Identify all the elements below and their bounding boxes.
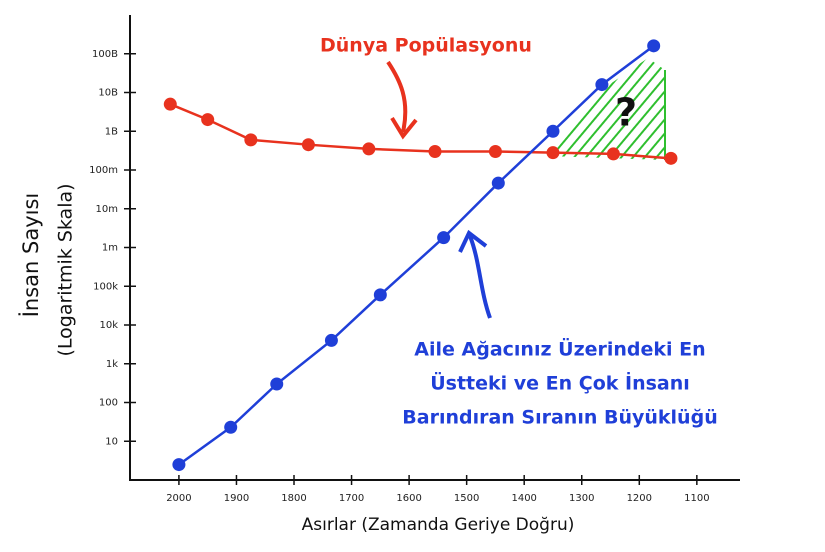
y-axis-label: İnsan Sayısı bbox=[18, 193, 43, 318]
y-tick-label: 10k bbox=[99, 320, 118, 331]
x-axis-label: Asırlar (Zamanda Geriye Doğru) bbox=[302, 515, 575, 535]
data-point bbox=[224, 420, 238, 434]
ancestors-arrow bbox=[468, 235, 492, 319]
y-tick-label: 10 bbox=[105, 436, 118, 447]
population-arrow bbox=[386, 60, 408, 133]
x-tick-label: 2000 bbox=[166, 493, 191, 504]
y-tick-label: 100m bbox=[89, 165, 118, 176]
ancestors-label: Aile Ağacınız Üzerindeki En bbox=[414, 337, 705, 361]
ancestors-arrowhead bbox=[458, 229, 488, 253]
question-mark: ? bbox=[615, 91, 637, 135]
data-point bbox=[491, 176, 505, 190]
y-tick-label: 100k bbox=[93, 281, 118, 292]
hatched-region bbox=[548, 58, 665, 160]
data-point bbox=[201, 113, 215, 127]
x-tick-label: 1100 bbox=[684, 493, 709, 504]
data-point bbox=[546, 124, 560, 138]
population-label: Dünya Popülasyonu bbox=[320, 35, 532, 57]
x-tick-label: 1800 bbox=[281, 493, 306, 504]
x-tick-label: 1600 bbox=[396, 493, 421, 504]
y-tick-label: 1B bbox=[105, 126, 118, 137]
x-tick-label: 1300 bbox=[569, 493, 594, 504]
y-tick-label: 1k bbox=[106, 359, 118, 370]
x-tick-label: 1500 bbox=[454, 493, 479, 504]
y-tick-label: 1m bbox=[102, 243, 118, 254]
ancestors-label: Barındıran Sıranın Büyüklüğü bbox=[402, 407, 717, 429]
data-point bbox=[362, 142, 376, 156]
data-point bbox=[606, 147, 620, 161]
data-point bbox=[172, 458, 186, 472]
data-point bbox=[163, 97, 177, 111]
data-point bbox=[488, 145, 502, 159]
data-point bbox=[244, 133, 258, 147]
data-point bbox=[647, 39, 661, 53]
y-axis-label: (Logaritmik Skala) bbox=[55, 183, 77, 356]
population-arrowhead bbox=[390, 116, 418, 140]
y-tick-label: 100B bbox=[92, 49, 118, 60]
data-point bbox=[437, 231, 451, 245]
x-tick-label: 1400 bbox=[511, 493, 536, 504]
data-point bbox=[664, 151, 678, 165]
data-point bbox=[546, 146, 560, 160]
data-point bbox=[595, 78, 609, 92]
data-point bbox=[324, 333, 338, 347]
data-point bbox=[301, 138, 315, 152]
y-tick-label: 100 bbox=[99, 398, 118, 409]
x-tick-label: 1200 bbox=[627, 493, 652, 504]
x-tick-label: 1900 bbox=[224, 493, 249, 504]
x-tick-label: 1700 bbox=[339, 493, 364, 504]
y-tick-label: 10B bbox=[98, 88, 118, 99]
series-line bbox=[178, 44, 655, 466]
y-tick-label: 10m bbox=[96, 204, 118, 215]
ancestors-label: Üstteki ve En Çok İnsanı bbox=[430, 371, 690, 395]
data-point bbox=[428, 145, 442, 159]
data-point bbox=[270, 377, 284, 391]
data-point bbox=[373, 288, 387, 302]
series-line bbox=[169, 103, 672, 160]
